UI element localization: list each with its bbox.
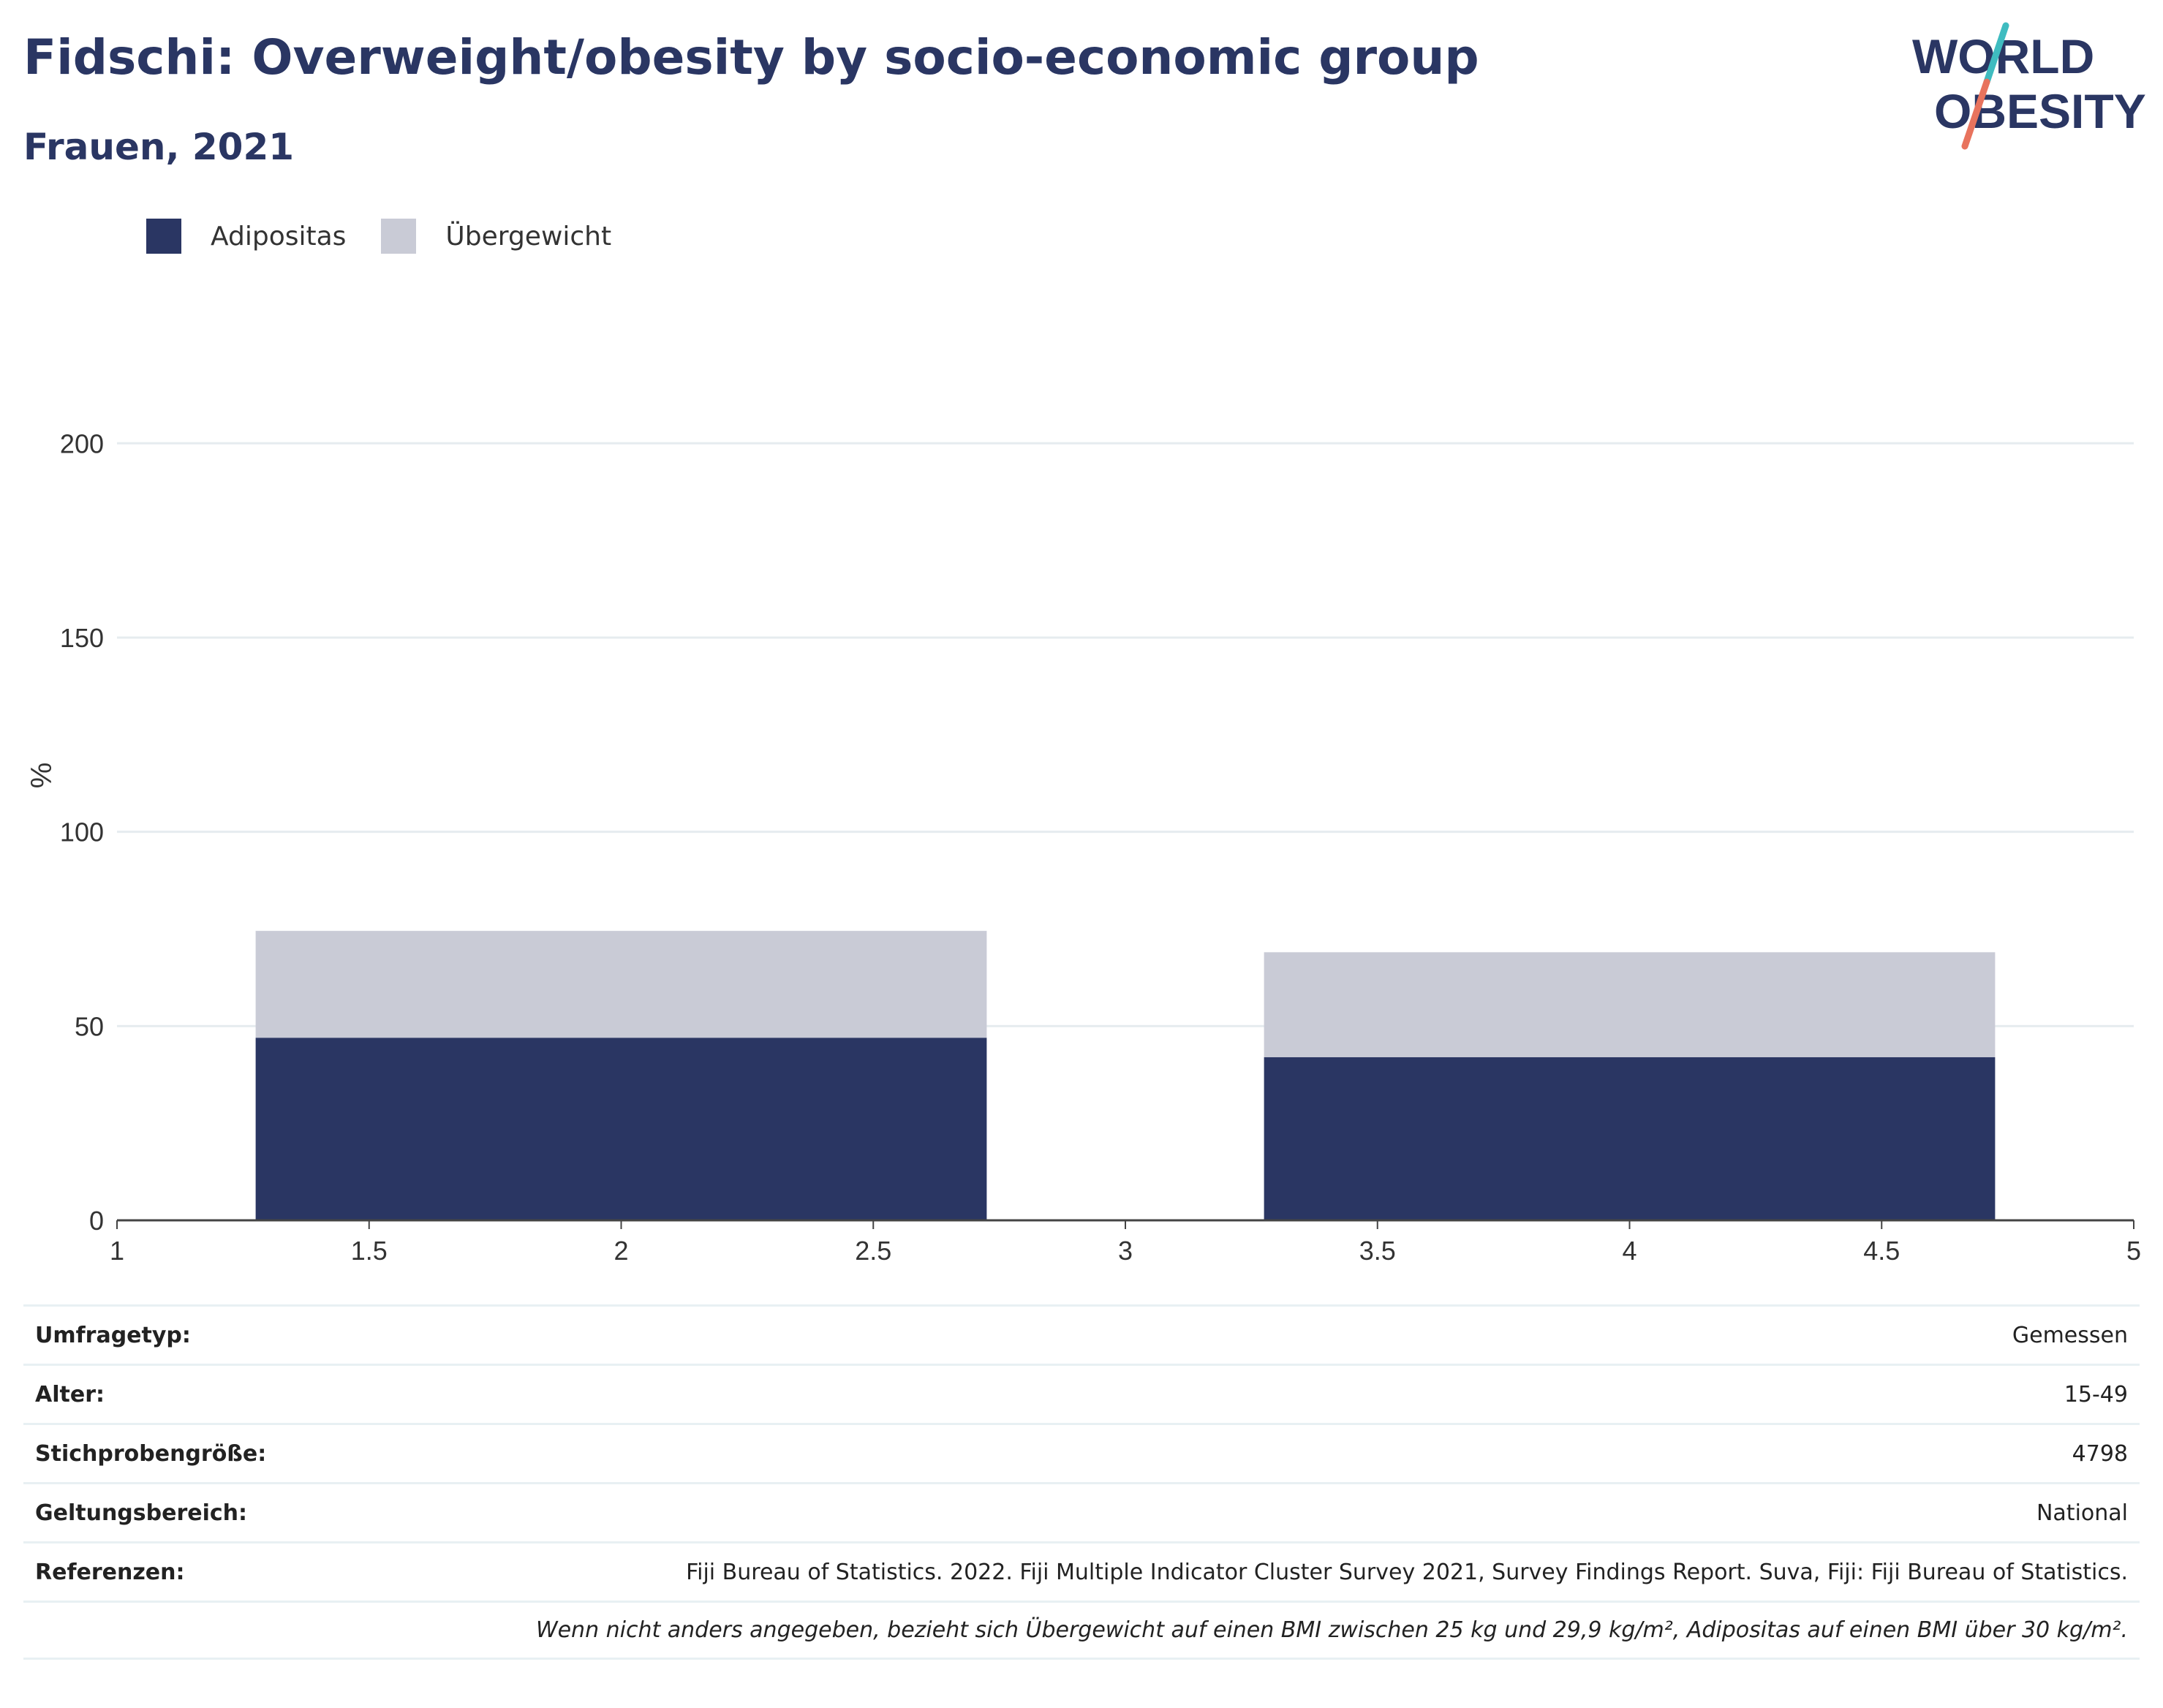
bar-adipositas [1264,1057,1996,1220]
y-axis-label: % [26,763,58,789]
info-value: National [2036,1500,2128,1526]
world-obesity-logo: WORLD OBESITY [1912,22,2146,150]
logo-slash-teal [1983,22,2009,86]
legend-swatch-adipositas [146,219,181,254]
y-tick-label: 200 [60,428,104,458]
info-row-survey-type: Umfragetyp: Gemessen [23,1304,2140,1364]
x-tick-label: 1.5 [351,1236,388,1266]
info-value: 4798 [2072,1440,2128,1467]
x-tick-label: 2.5 [855,1236,891,1266]
info-row-age: Alter: 15-49 [23,1364,2140,1423]
x-tick-label: 4.5 [1863,1236,1900,1266]
x-tick-label: 3 [1118,1236,1133,1266]
info-label: Referenzen: [35,1559,185,1585]
bar-uebergewicht [1264,952,1996,1057]
info-value: 15-49 [2064,1381,2128,1407]
legend-swatch-uebergewicht [381,219,417,254]
x-tick-label: 5 [2126,1236,2141,1266]
y-tick-label: 100 [60,817,104,847]
logo-slash-coral [1961,78,1990,150]
y-tick-label: 150 [60,623,104,653]
y-tick-label: 0 [89,1206,104,1236]
info-row-note: Wenn nicht anders angegeben, bezieht sic… [23,1601,2140,1660]
chart-legend: Adipositas Übergewicht [146,216,646,256]
info-row-references: Referenzen: Fiji Bureau of Statistics. 2… [23,1541,2140,1601]
legend-label: Adipositas [211,221,347,252]
legend-label: Übergewicht [445,221,612,252]
legend-item-uebergewicht[interactable]: Übergewicht [381,219,611,254]
definition-note: Wenn nicht anders angegeben, bezieht sic… [535,1617,2128,1643]
bar-uebergewicht [255,931,987,1038]
bar-adipositas [255,1038,987,1220]
info-row-scope: Geltungsbereich: National [23,1482,2140,1541]
logo-line2: OBESITY [1934,84,2146,138]
info-table: Umfragetyp: Gemessen Alter: 15-49 Stichp… [23,1304,2140,1660]
info-row-sample-size: Stichprobengröße: 4798 [23,1423,2140,1482]
x-tick-label: 2 [614,1236,628,1266]
info-label: Alter: [35,1381,105,1407]
legend-item-adipositas[interactable]: Adipositas [146,219,346,254]
x-tick-label: 1 [110,1236,124,1266]
info-label: Umfragetyp: [35,1322,191,1348]
info-label: Geltungsbereich: [35,1500,248,1526]
info-label: Stichprobengröße: [35,1440,267,1467]
info-value: Fiji Bureau of Statistics. 2022. Fiji Mu… [686,1559,2128,1585]
x-tick-label: 3.5 [1359,1236,1396,1266]
chart-subtitle: Frauen, 2021 [23,126,295,168]
y-tick-label: 50 [75,1011,104,1041]
bar-chart: 0 50 100 150 200 1 1.5 2 2.5 3 3.5 4 4.5 5% [26,428,2141,1266]
info-value: Gemessen [2012,1322,2128,1348]
x-tick-label: 4 [1622,1236,1637,1266]
chart-title: Fidschi: Overweight/obesity by socio-eco… [23,29,1479,86]
